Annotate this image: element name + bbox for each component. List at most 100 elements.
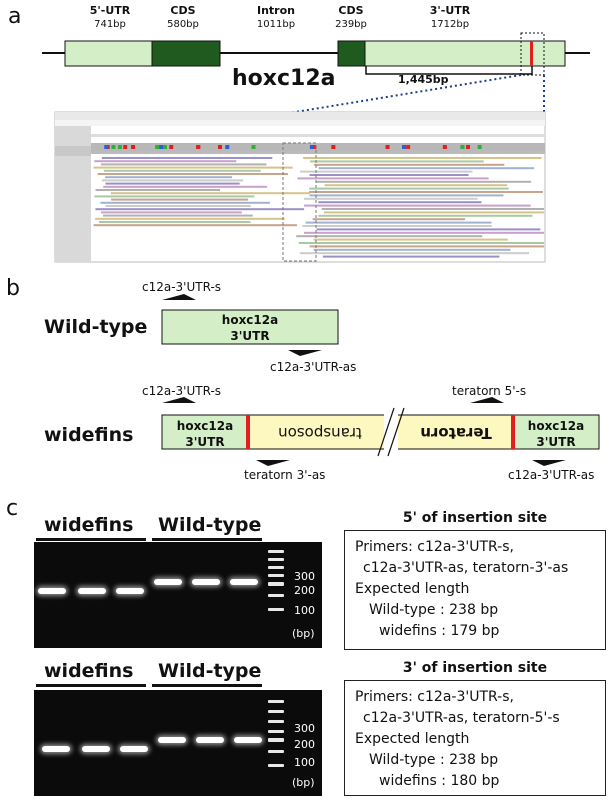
gel2-ladder-band xyxy=(268,700,284,703)
browser-variant-mark xyxy=(130,145,135,149)
wf-junction-left xyxy=(246,415,250,449)
browser-read xyxy=(103,169,261,172)
segment-5utr-name: 5'-UTR xyxy=(89,4,131,17)
segment-5utr-size: 741bp xyxy=(94,19,126,30)
cds2-box xyxy=(337,40,367,67)
wf-title: widefins xyxy=(44,424,134,446)
browser-read xyxy=(318,167,535,170)
browser-read xyxy=(100,211,242,214)
wf-primer-fwd-label: c12a-3'UTR-s xyxy=(142,384,222,398)
wt-primer-fwd-label: c12a-3'UTR-s xyxy=(142,280,222,294)
zoom-box xyxy=(520,32,545,76)
panel-b-letter: b xyxy=(6,276,20,301)
gel2-band xyxy=(120,746,148,752)
wt-title: Wild-type xyxy=(44,316,148,338)
browser-variant-mark xyxy=(406,145,411,149)
browser-focus-box xyxy=(282,142,317,262)
wf-break-line1 xyxy=(377,407,395,457)
browser-variant-mark xyxy=(401,145,406,149)
distance-bracket xyxy=(365,66,533,75)
gel2-lane-widefins: widefins xyxy=(44,660,134,682)
gel2-info-line1: Primers: c12a-3'UTR-s, xyxy=(355,689,514,705)
browser-variant-mark xyxy=(385,145,390,149)
browser-read xyxy=(312,218,466,221)
gel1-band xyxy=(230,579,258,585)
gel2-band xyxy=(158,737,186,743)
gel2-ladder-band xyxy=(268,710,284,713)
wf-break-line2 xyxy=(387,407,405,457)
wf-teratorn-as-label: teratorn 3'-as xyxy=(244,468,326,482)
gel1-tick-300: 300 xyxy=(294,570,315,583)
browser-read xyxy=(309,187,509,190)
segment-cds1-size: 580bp xyxy=(167,19,199,30)
browser-read xyxy=(93,166,293,169)
gel1-info-title: 5' of insertion site xyxy=(402,510,548,526)
gel1-ladder-band xyxy=(268,594,284,597)
browser-read xyxy=(94,160,237,163)
gel2-ladder-band xyxy=(268,738,284,742)
wf-primer-fwd-arrow xyxy=(162,397,196,403)
gel2-info-title: 3' of insertion site xyxy=(402,660,548,676)
gel1-info-line5: widefins : 179 bp xyxy=(379,623,500,639)
gel2-info-box: Primers: c12a-3'UTR-s, c12a-3'UTR-as, te… xyxy=(344,680,606,796)
gel2-info-line5: widefins : 180 bp xyxy=(379,773,500,789)
gel2-ladder-band xyxy=(268,764,284,767)
browser-read xyxy=(97,173,289,175)
wf-right-label: hoxc12a 3'UTR xyxy=(513,418,599,450)
gel2-band xyxy=(42,746,70,752)
wt-utr-box xyxy=(161,309,339,345)
gel2-band xyxy=(234,737,262,743)
gel1-ladder-band xyxy=(268,582,284,586)
browser-read xyxy=(323,211,544,214)
wt-primer-rev-arrow xyxy=(288,350,322,356)
wf-teratorn-s-label: teratorn 5'-s xyxy=(452,384,527,398)
gel1-band xyxy=(154,579,182,585)
browser-read xyxy=(304,204,531,207)
gel1-ladder-band xyxy=(268,574,284,577)
gel2-info-line3: Expected length xyxy=(355,731,470,747)
browser-read xyxy=(314,163,505,166)
browser-read xyxy=(316,180,532,183)
browser-read xyxy=(296,235,483,238)
gel2-info-line2: c12a-3'UTR-as, teratorn-5'-s xyxy=(363,710,560,726)
gel2-band xyxy=(196,737,224,743)
browser-read xyxy=(309,174,469,176)
wf-right-utr xyxy=(512,414,600,450)
wt-box-label: hoxc12a 3'UTR xyxy=(162,312,338,344)
segment-intron-name: Intron xyxy=(257,4,295,17)
browser-read xyxy=(300,170,473,173)
wt-primer-rev-label: c12a-3'UTR-as xyxy=(270,360,357,374)
browser-read xyxy=(101,157,273,159)
browser-read xyxy=(95,208,305,211)
browser-read xyxy=(95,189,221,191)
gel2-underline-wildtype xyxy=(152,684,262,687)
browser-variant-mark xyxy=(466,145,471,149)
gel2-tick-100: 100 xyxy=(294,756,315,769)
gel1-ladder-band xyxy=(268,608,284,611)
browser-variant-mark xyxy=(460,145,465,149)
gel2-ladder-band xyxy=(268,720,284,723)
browser-variant-mark xyxy=(104,145,109,149)
gel1-lane-wildtype: Wild-type xyxy=(158,514,262,536)
browser-variant-mark xyxy=(251,145,256,149)
browser-read xyxy=(111,198,249,201)
browser-variant-mark xyxy=(196,145,201,149)
gel1-tick-unit: (bp) xyxy=(292,627,315,640)
browser-read xyxy=(101,179,244,182)
browser-variant-mark xyxy=(169,145,174,149)
browser-read xyxy=(102,214,253,217)
wt-box-line1: hoxc12a xyxy=(221,313,279,327)
browser-read xyxy=(309,191,544,193)
browser-read xyxy=(309,245,544,248)
wt-primer-fwd-arrow xyxy=(162,294,196,300)
browser-read xyxy=(105,205,251,207)
gel1-band xyxy=(192,579,220,585)
browser-read xyxy=(93,224,297,227)
browser-read xyxy=(105,182,240,185)
gel2-band xyxy=(82,746,110,752)
gel1-underline-wildtype xyxy=(152,538,262,541)
browser-read xyxy=(99,221,251,223)
gel1-info-line3: Expected length xyxy=(355,581,470,597)
gel1-band xyxy=(116,588,144,594)
gel2-ladder-band xyxy=(268,730,284,733)
